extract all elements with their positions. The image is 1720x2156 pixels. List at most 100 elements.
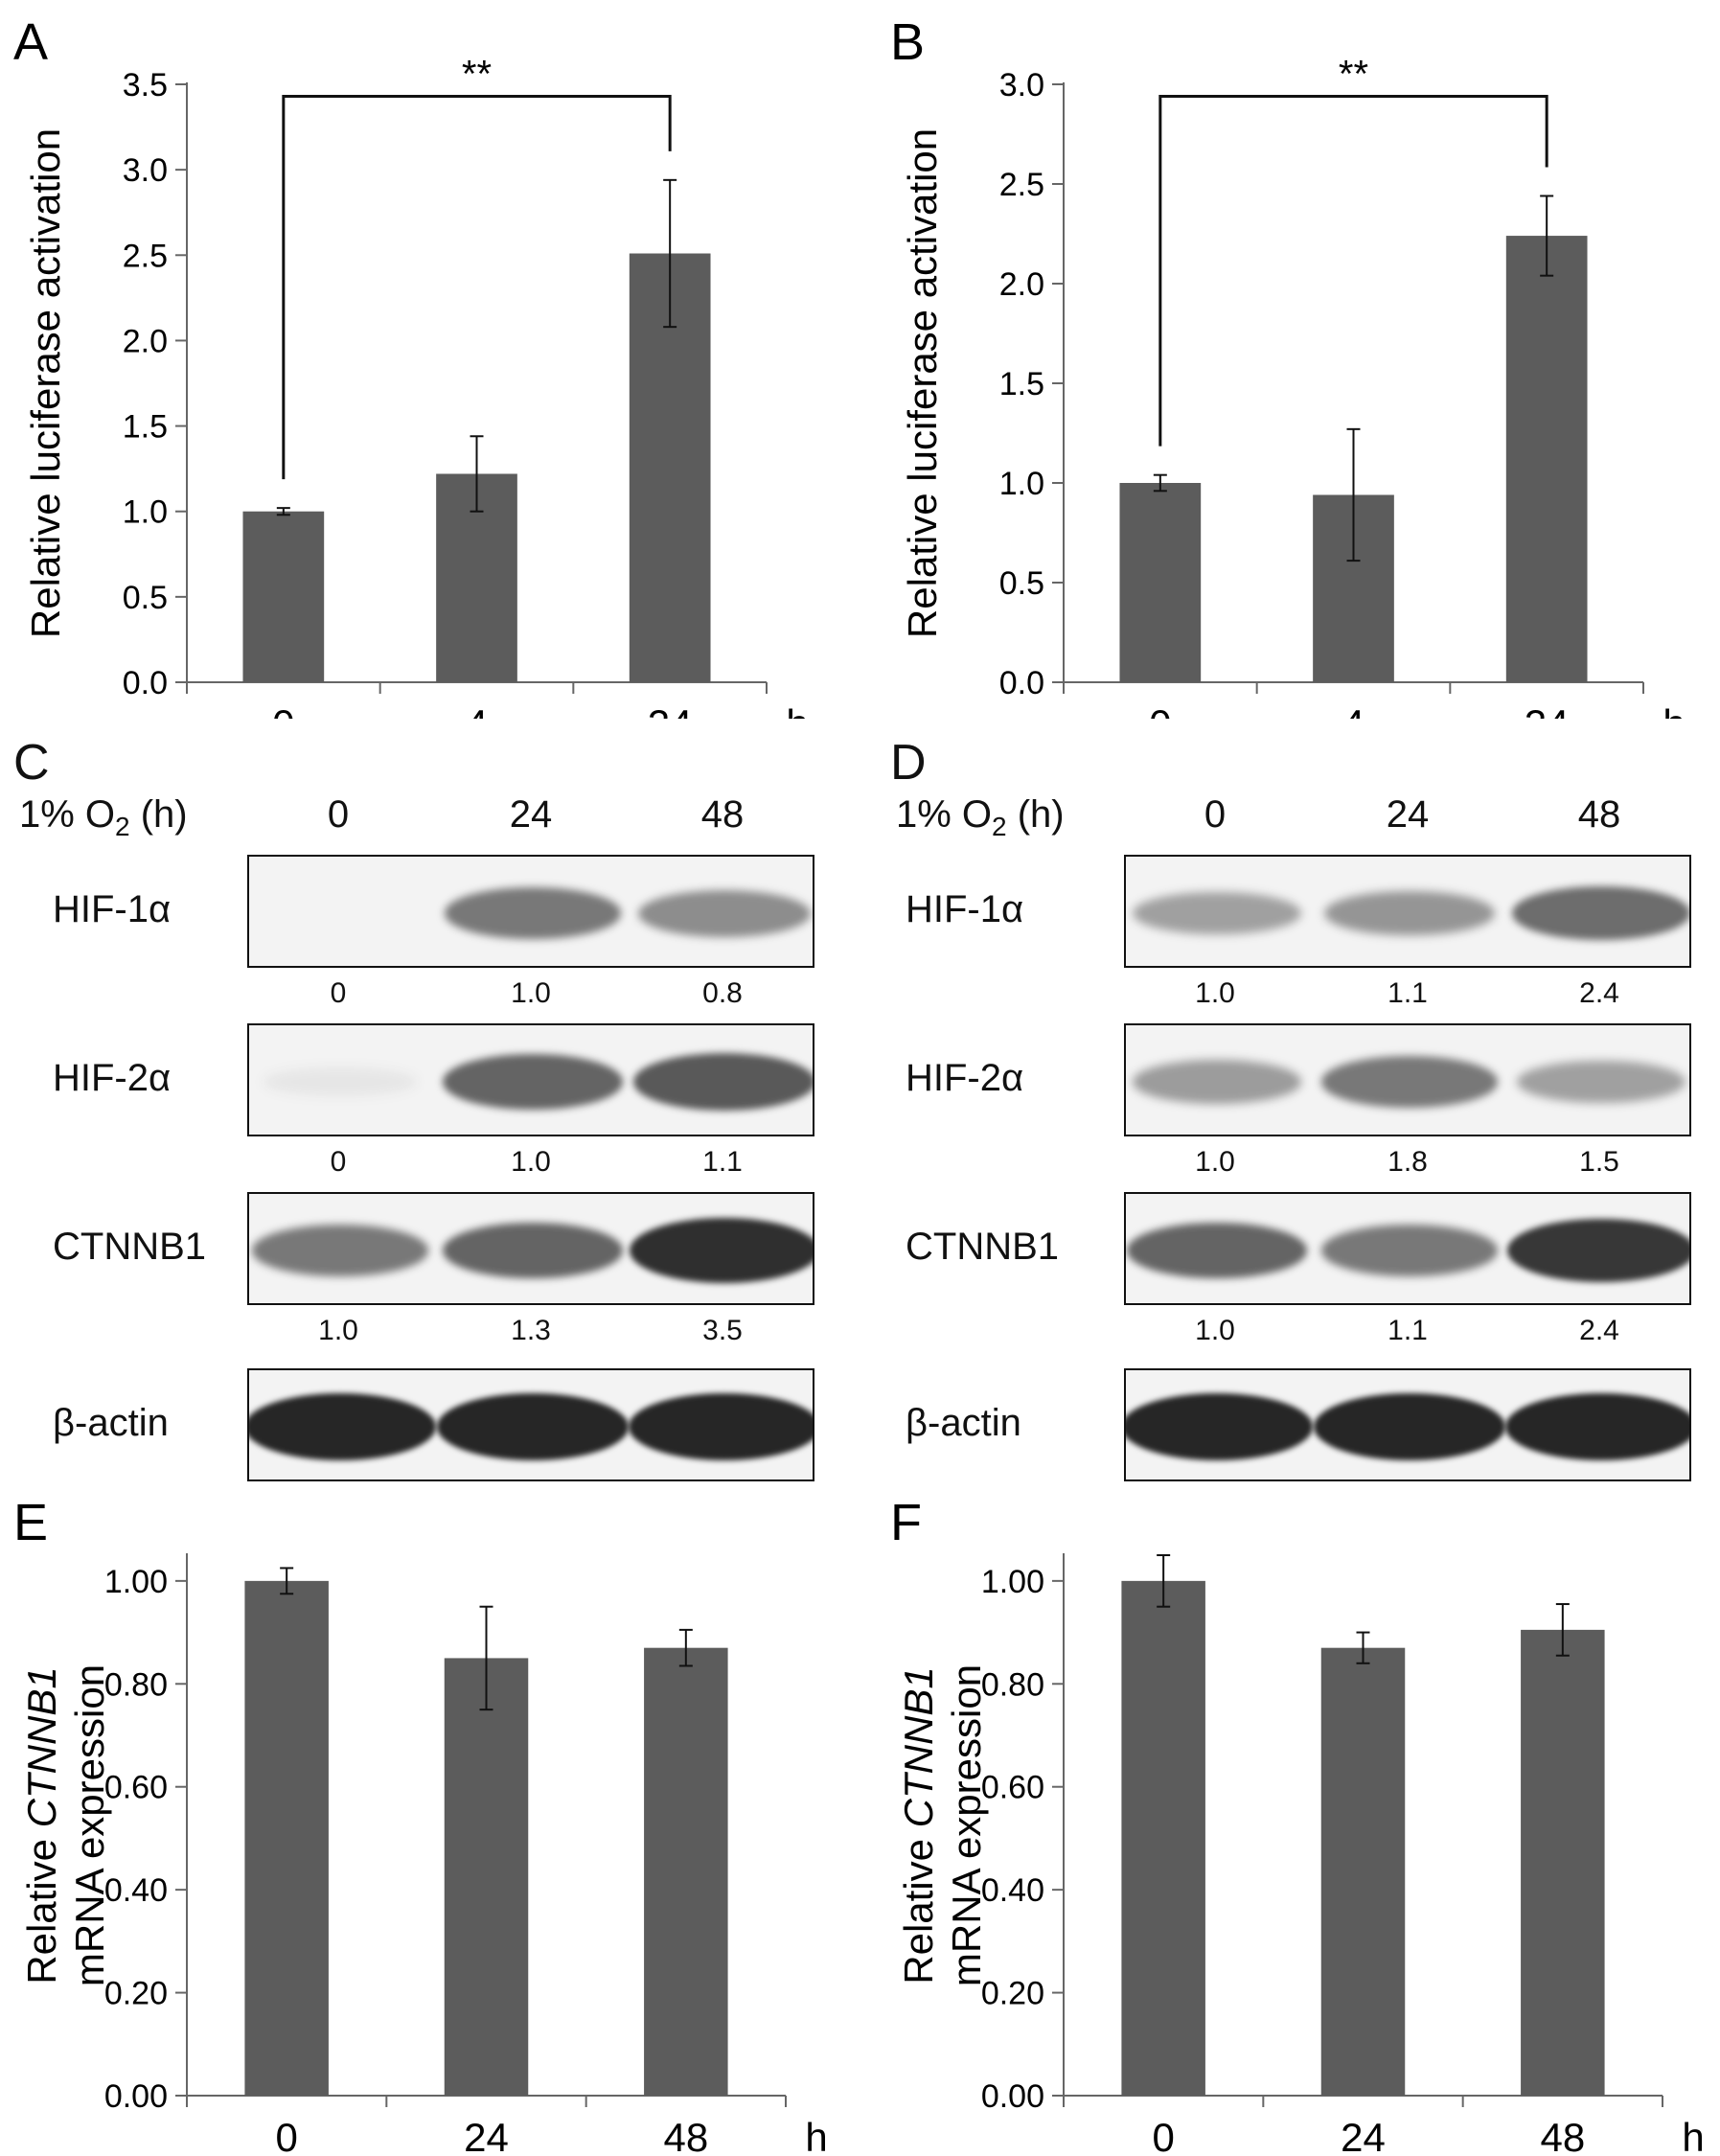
y-tick-label: 2.0 xyxy=(999,266,1044,303)
x-tick-label: 0 xyxy=(275,2115,297,2156)
y-tick-label: 0.5 xyxy=(123,580,168,616)
blot-band xyxy=(264,900,417,927)
blot-band xyxy=(262,1067,419,1097)
panel-letter-a: A xyxy=(13,13,48,71)
blot-band xyxy=(1517,1060,1686,1104)
condition-text: 1% O xyxy=(896,793,993,836)
y-tick-label: 3.5 xyxy=(123,67,168,103)
x-unit-label: h xyxy=(786,701,808,719)
panel-b: B Relative luciferase activation 0.0 0.5 1.0… xyxy=(877,0,1720,719)
blot-strip xyxy=(247,855,814,968)
blot-band xyxy=(1505,1393,1689,1460)
chart-f: F Relative CTNNB1 mRNA expression 0.00 0.20 0… xyxy=(890,1494,1705,2156)
significance-label: ** xyxy=(462,53,492,95)
y-tick-label: 1.0 xyxy=(123,494,168,531)
bar xyxy=(644,1647,728,2096)
x-tick-label: 48 xyxy=(1540,2115,1585,2156)
y-tick-label: 0.40 xyxy=(104,1872,168,1909)
bar xyxy=(244,1580,329,2096)
y-tick-label: 1.00 xyxy=(981,1564,1044,1600)
blot-band xyxy=(1133,891,1301,935)
blot-strip xyxy=(247,1023,814,1136)
x-tick-label: 0 xyxy=(1152,2115,1174,2156)
panel-d: D 1% O2 (h) 0 24 48 HIF-1α 1.0 1.1 2.4 HIF-2α 1.0 1… xyxy=(877,735,1720,1481)
x-tick-label: 24 xyxy=(648,701,693,719)
blot-band xyxy=(633,1053,813,1111)
bar xyxy=(1320,1647,1406,2096)
lane-label: 0 xyxy=(327,793,350,836)
y-tick-label: 0.80 xyxy=(981,1666,1044,1703)
blot-band xyxy=(1132,1060,1302,1104)
panel-letter-c: C xyxy=(13,735,50,791)
significance-label: ** xyxy=(1339,53,1368,95)
y-tick-label: 0.60 xyxy=(981,1770,1044,1806)
y-tick-label: 2.5 xyxy=(999,167,1044,203)
y-tick-label: 0.0 xyxy=(999,665,1044,701)
y-axis-label-part: Relative luciferase activation xyxy=(900,128,945,638)
quantification-value: 0.8 xyxy=(702,977,743,1009)
y-axis-label: Relative luciferase activation xyxy=(23,128,68,638)
y-tick-label: 0.20 xyxy=(981,1976,1044,2012)
protein-label: HIF-1α xyxy=(53,888,172,930)
y-tick-label: 2.0 xyxy=(123,323,168,359)
x-tick-label: 48 xyxy=(663,2115,708,2156)
y-axis-label-part: Relative xyxy=(896,1827,941,1984)
y-axis-label-italic: CTNNB1 xyxy=(19,1666,64,1827)
bar xyxy=(444,1658,529,2096)
quantification-value: 1.0 xyxy=(1195,977,1235,1009)
panel-a: A Relative luciferase activation 0.0 0.5 1.0… xyxy=(0,0,843,719)
blot-strip xyxy=(247,1368,814,1481)
quantification-value: 3.5 xyxy=(702,1315,743,1346)
y-tick-label: 0.00 xyxy=(104,2078,168,2115)
condition-subscript: 2 xyxy=(992,812,1007,841)
protein-label: HIF-2α xyxy=(53,1057,172,1099)
quantification-value: 1.1 xyxy=(1387,977,1428,1009)
x-unit-label: h xyxy=(1663,701,1685,719)
y-tick-label: 0.80 xyxy=(104,1666,168,1703)
protein-label: β-actin xyxy=(906,1402,1021,1444)
panel-e: E Relative CTNNB1 mRNA expression 0.00 0.20 0… xyxy=(0,1480,843,2156)
x-tick-label: 4 xyxy=(1342,701,1365,719)
y-axis-label-part: mRNA expression xyxy=(67,1664,112,1986)
panel-letter-b: B xyxy=(890,13,925,71)
y-tick-label: 1.5 xyxy=(999,366,1044,402)
bar xyxy=(242,511,325,682)
quantification-value: 1.8 xyxy=(1387,1146,1428,1178)
blot-band xyxy=(1324,890,1495,936)
y-tick-label: 0.5 xyxy=(999,565,1044,602)
panel-letter-e: E xyxy=(13,1494,48,1551)
condition-label: 1% O2 (h) xyxy=(896,793,1065,842)
quantification-value: 1.0 xyxy=(511,1146,551,1178)
blot-band xyxy=(252,1225,428,1276)
condition-subscript: 2 xyxy=(115,812,130,841)
quantification-value: 1.1 xyxy=(702,1146,743,1178)
blot-band xyxy=(445,887,621,939)
bar xyxy=(1119,483,1202,682)
panel-letter-f: F xyxy=(890,1494,922,1551)
lane-label: 48 xyxy=(1577,793,1621,836)
bar xyxy=(1521,1629,1605,2096)
condition-text: 1% O xyxy=(19,793,116,836)
y-axis-label: Relative luciferase activation xyxy=(900,128,945,638)
y-tick-label: 3.0 xyxy=(999,67,1044,103)
x-tick-label: 0 xyxy=(272,701,294,719)
significance-bracket xyxy=(282,94,672,480)
lane-label: 24 xyxy=(1386,793,1430,836)
chart-b: B Relative luciferase activation 0.0 0.5 1.0… xyxy=(890,13,1686,719)
protein-label: HIF-1α xyxy=(906,888,1024,930)
protein-label: HIF-2α xyxy=(906,1057,1024,1099)
blot-band xyxy=(629,1393,813,1460)
y-axis-label-part: Relative xyxy=(19,1827,64,1984)
blot-band xyxy=(437,1393,629,1460)
blot-band xyxy=(1127,1223,1307,1278)
y-tick-label: 1.00 xyxy=(104,1564,168,1600)
blot-band xyxy=(1512,886,1689,940)
lane-label: 24 xyxy=(509,793,553,836)
quantification-value: 1.3 xyxy=(511,1315,551,1346)
protein-label: CTNNB1 xyxy=(53,1226,207,1268)
x-tick-label: 24 xyxy=(1525,701,1570,719)
blot-strip xyxy=(1124,1368,1691,1481)
panel-letter-d: D xyxy=(890,735,927,791)
chart-a: A Relative luciferase activation 0.0 0.5 1.0… xyxy=(13,13,809,719)
significance-bracket xyxy=(1158,94,1548,447)
